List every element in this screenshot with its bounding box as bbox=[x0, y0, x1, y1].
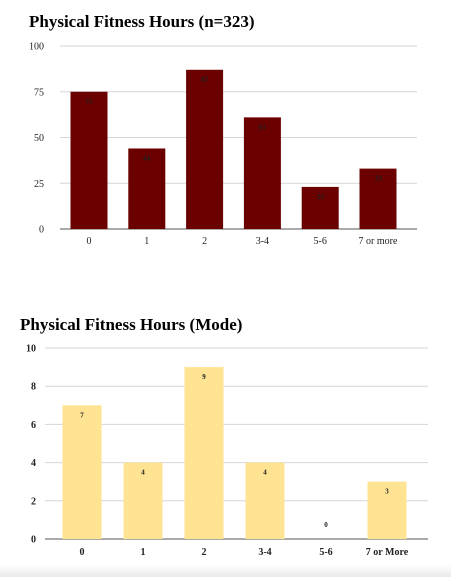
chart-1-bar bbox=[128, 148, 166, 229]
chart-2-value-label: 3 bbox=[385, 488, 389, 496]
chart-1-x-tick-label: 3-4 bbox=[256, 236, 269, 247]
chart-1-x-tick-label: 5-6 bbox=[314, 236, 327, 247]
chart-2-y-tick-label: 0 bbox=[31, 535, 36, 546]
chart-1-x-tick-label: 0 bbox=[87, 236, 92, 247]
chart-1-value-label: 33 bbox=[375, 175, 383, 183]
chart-2-bar bbox=[245, 462, 285, 539]
chart-1-value-label: 87 bbox=[201, 76, 209, 84]
chart-1-bar bbox=[359, 168, 397, 229]
chart-2-bar bbox=[184, 367, 224, 539]
chart-1-y-tick-label: 100 bbox=[29, 42, 44, 53]
chart-1-y-tick-label: 25 bbox=[34, 179, 44, 190]
chart-1-bar bbox=[301, 186, 339, 229]
chart-2-y-tick-label: 2 bbox=[31, 496, 36, 507]
chart-1-x-tick-label: 7 or more bbox=[359, 236, 398, 247]
chart-1-y-tick-label: 50 bbox=[34, 133, 44, 144]
chart-2-y-tick-label: 4 bbox=[31, 458, 36, 469]
chart-1-value-label: 44 bbox=[143, 154, 151, 162]
chart-1-y-tick-label: 0 bbox=[39, 225, 44, 236]
chart-2-bar bbox=[123, 462, 163, 539]
chart-2-x-tick-label: 0 bbox=[80, 547, 85, 558]
chart-2-value-label: 4 bbox=[141, 469, 145, 477]
chart-2-x-tick-label: 5-6 bbox=[319, 547, 332, 558]
chart-1-value-label: 23 bbox=[317, 193, 325, 201]
chart-2-value-label: 7 bbox=[80, 411, 84, 419]
chart-1-bar bbox=[186, 69, 224, 229]
chart-1-x-tick-label: 2 bbox=[202, 236, 207, 247]
chart-1-value-label: 75 bbox=[86, 98, 94, 106]
chart-2-title: Physical Fitness Hours (Mode) bbox=[20, 315, 243, 334]
chart-2-x-tick-label: 3-4 bbox=[258, 547, 271, 558]
chart-1-x-tick-label: 1 bbox=[144, 236, 149, 247]
chart-1-value-label: 61 bbox=[259, 123, 267, 131]
chart-1-bar bbox=[243, 117, 281, 229]
chart-2-x-tick-label: 7 or More bbox=[366, 547, 409, 558]
chart-2-x-tick-label: 2 bbox=[202, 547, 207, 558]
chart-2-y-tick-label: 10 bbox=[26, 344, 36, 355]
chart-1-y-tick-label: 75 bbox=[34, 87, 44, 98]
chart-2-y-tick-label: 6 bbox=[31, 420, 36, 431]
chart-2-x-tick-label: 1 bbox=[141, 547, 146, 558]
chart-2-value-label: 9 bbox=[202, 373, 206, 381]
chart-2-value-label: 0 bbox=[324, 521, 328, 529]
chart-2-bar bbox=[367, 481, 407, 539]
chart-2-bar bbox=[62, 405, 102, 539]
chart-2-value-label: 4 bbox=[263, 469, 267, 477]
chart-1-bar bbox=[70, 91, 108, 229]
bottom-edge bbox=[0, 565, 451, 577]
chart-1-title: Physical Fitness Hours (n=323) bbox=[29, 12, 255, 31]
chart-2-y-tick-label: 8 bbox=[31, 382, 36, 393]
